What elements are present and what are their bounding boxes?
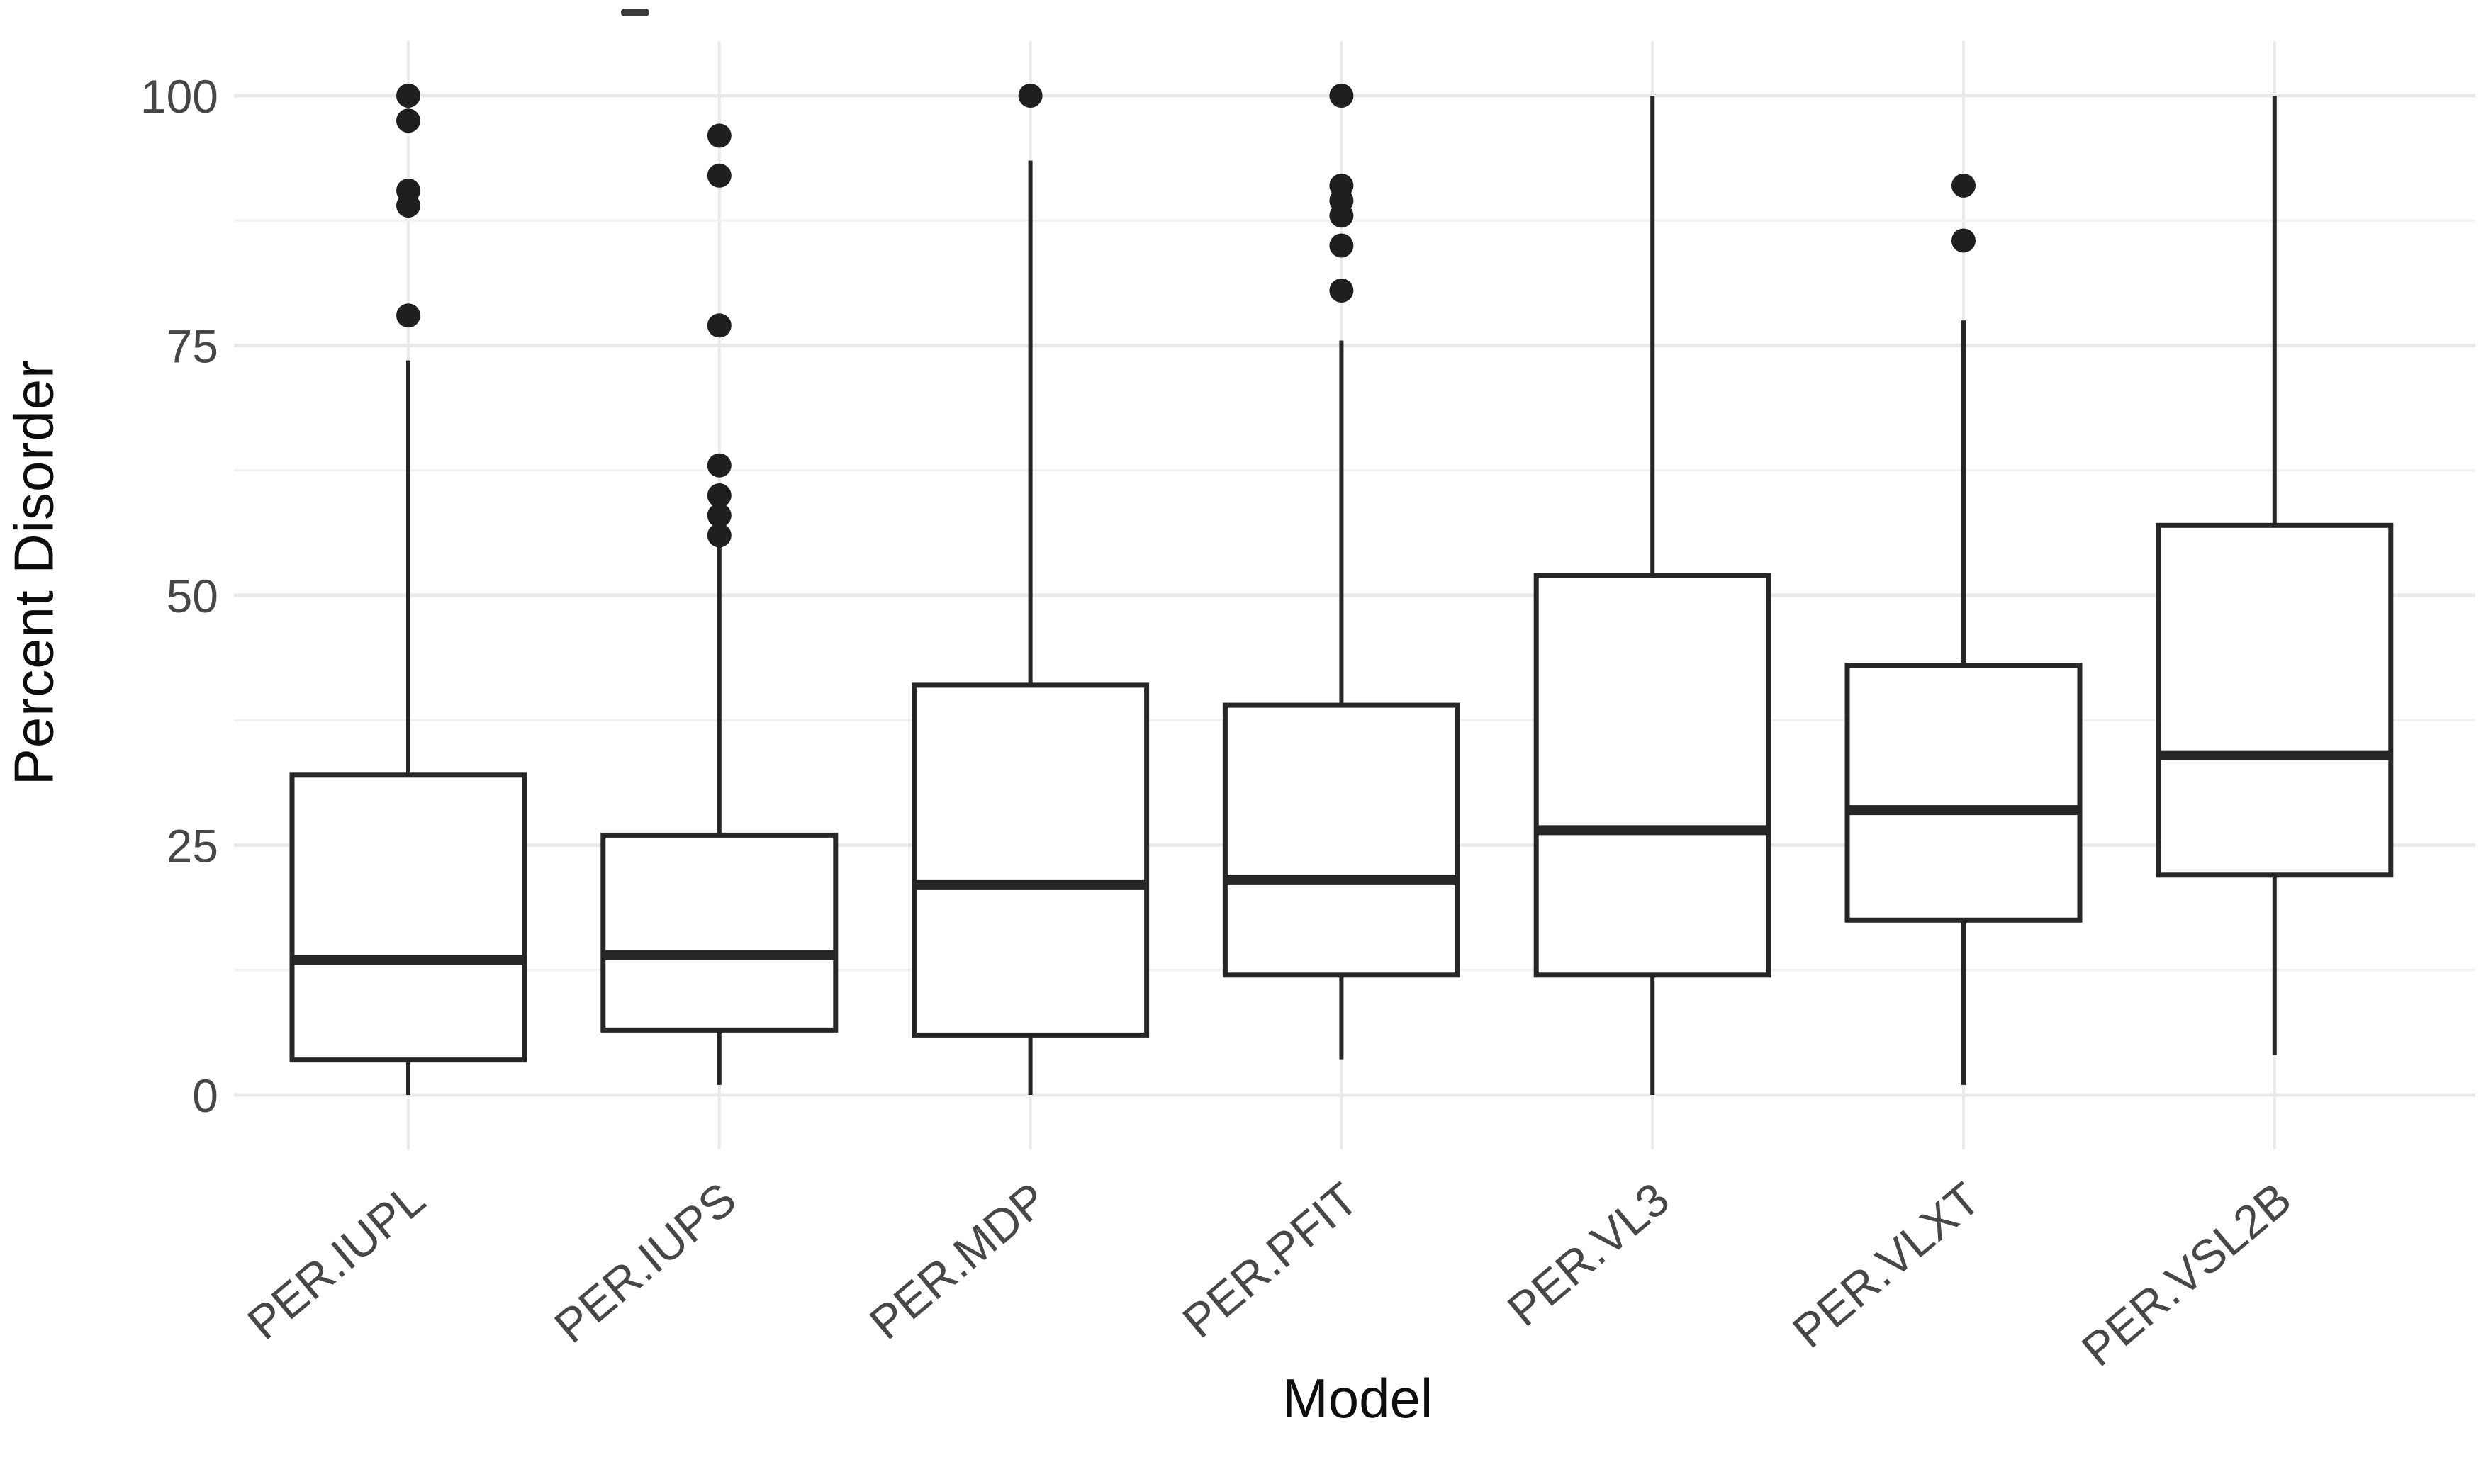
outlier-point-PER.PFIT	[1329, 173, 1354, 198]
x-tick-label-PER.MDP: PER.MDP	[860, 1172, 1057, 1349]
outlier-point-PER.IUPS	[707, 123, 732, 148]
outlier-point-PER.IUPS	[707, 163, 732, 188]
y-tick-label: 50	[167, 570, 218, 622]
outlier-point-PER.PFIT	[1329, 84, 1354, 108]
outlier-point-PER.IUPL	[396, 303, 420, 328]
box-PER.PFIT	[1222, 702, 1460, 978]
y-tick-label: 75	[167, 320, 218, 373]
x-tick-label-PER.VL3: PER.VL3	[1498, 1172, 1679, 1336]
top-edge-dash-artifact	[621, 9, 649, 16]
outlier-point-PER.VLXT	[1951, 228, 1976, 253]
outlier-point-PER.IUPS	[707, 503, 732, 528]
outlier-point-PER.IUPS	[707, 523, 732, 548]
outlier-point-PER.PFIT	[1329, 278, 1354, 303]
outlier-point-PER.IUPL	[396, 178, 420, 203]
y-tick-label: 25	[167, 820, 218, 872]
x-axis-title: Model	[1282, 1367, 1433, 1429]
outlier-point-PER.PFIT	[1329, 233, 1354, 258]
box-PER.IUPS	[600, 832, 839, 1033]
outlier-point-PER.IUPS	[707, 453, 732, 478]
outlier-point-PER.MDP	[1018, 84, 1043, 108]
box-PER.IUPL	[289, 772, 527, 1063]
x-tick-label-PER.VLXT: PER.VLXT	[1783, 1172, 1990, 1358]
x-tick-label-PER.VSL2B: PER.VSL2B	[2072, 1172, 2301, 1376]
outlier-point-PER.IUPL	[396, 108, 420, 133]
box-PER.VSL2B	[2156, 522, 2394, 878]
x-tick-label-PER.IUPL: PER.IUPL	[237, 1172, 435, 1349]
y-tick-label: 0	[192, 1069, 218, 1122]
box-PER.VLXT	[1844, 663, 2083, 923]
x-tick-label-PER.IUPS: PER.IUPS	[544, 1172, 746, 1353]
y-tick-label: 100	[140, 70, 218, 123]
outlier-point-PER.VLXT	[1951, 173, 1976, 198]
box-PER.MDP	[912, 682, 1150, 1038]
y-axis-title: Percent Disorder	[2, 359, 65, 786]
box-PER.VL3	[1533, 573, 1771, 978]
x-tick-label-PER.PFIT: PER.PFIT	[1172, 1172, 1367, 1348]
outlier-point-PER.IUPS	[707, 313, 732, 338]
outlier-point-PER.IUPS	[707, 483, 732, 507]
outlier-point-PER.IUPL	[396, 84, 420, 108]
